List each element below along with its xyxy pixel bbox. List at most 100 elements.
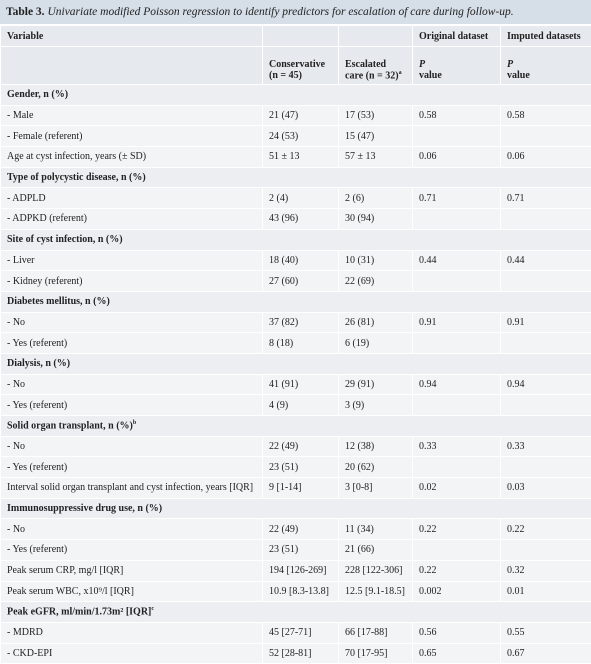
value-cell [413,209,501,230]
value-cell [413,395,501,416]
value-cell: 24 (53) [263,126,339,147]
value-cell: 0.01 [501,581,591,602]
data-row: - Yes (referent)23 (51)21 (66) [1,540,591,561]
value-cell: 0.44 [413,250,501,271]
value-cell [413,126,501,147]
value-cell: 0.32 [501,560,591,581]
variable-cell: - Kidney (referent) [1,271,263,292]
value-cell [501,126,591,147]
value-cell: 4 (9) [263,395,339,416]
data-table: Variable Original dataset Imputed datase… [0,25,591,664]
value-cell: 3 [0-8] [339,478,413,499]
variable-cell: Peak serum WBC, x10⁹/l [IQR] [1,581,263,602]
variable-cell: - No [1,436,263,457]
section-row: Immunosuppressive drug use, n (%) [1,498,591,519]
section-row: Gender, n (%) [1,85,591,106]
value-cell: 0.91 [501,312,591,333]
data-row: - ADPKD (referent)43 (96)30 (94) [1,209,591,230]
value-cell: 0.22 [501,519,591,540]
value-cell: 51 ± 13 [263,147,339,168]
value-cell: 0.33 [501,436,591,457]
value-cell: 22 (69) [339,271,413,292]
header-cell: Escalated care (n = 32)a [339,47,413,85]
value-cell: 6 (19) [339,333,413,354]
section-row: Type of polycystic disease, n (%) [1,167,591,188]
value-cell: 43 (96) [263,209,339,230]
section-label: Peak eGFR, ml/min/1.73m² [IQR] [7,607,151,618]
value-cell [413,333,501,354]
variable-cell: Age at cyst infection, years (± SD) [1,147,263,168]
value-cell: 22 (49) [263,436,339,457]
value-cell: 0.02 [413,478,501,499]
header-cell: Original dataset [413,26,501,47]
value-cell [501,333,591,354]
value-cell: 0.91 [413,312,501,333]
data-row: Peak serum CRP, mg/l [IQR]194 [126-269]2… [1,560,591,581]
variable-cell: - Male [1,105,263,126]
variable-cell: - Yes (referent) [1,540,263,561]
value-cell: 0.71 [413,188,501,209]
section-label: Diabetes mellitus, n (%) [7,296,110,307]
value-cell: 0.06 [413,147,501,168]
variable-cell: - No [1,312,263,333]
footnote-mark: a [399,70,402,76]
value-cell: 0.06 [501,147,591,168]
value-cell: 22 (49) [263,519,339,540]
section-row: Peak eGFR, ml/min/1.73m² [IQR]c [1,602,591,623]
value-cell: 41 (91) [263,374,339,395]
data-row: - Yes (referent)4 (9)3 (9) [1,395,591,416]
value-cell: 30 (94) [339,209,413,230]
value-cell: 15 (47) [339,126,413,147]
value-cell: 0.03 [501,478,591,499]
table-head: Variable Original dataset Imputed datase… [1,26,591,85]
value-cell: 26 (81) [339,312,413,333]
data-row: - Yes (referent)8 (18)6 (19) [1,333,591,354]
header-cell: Imputed datasets [501,26,591,47]
p-symbol: P [419,59,494,70]
value-cell: 228 [122-306] [339,560,413,581]
variable-cell: - Yes (referent) [1,333,263,354]
variable-cell: Interval solid organ transplant and cyst… [1,478,263,499]
value-cell: 0.002 [413,581,501,602]
value-cell: 27 (60) [263,271,339,292]
value-cell: 2 (4) [263,188,339,209]
section-label: Site of cyst infection, n (%) [7,234,123,245]
value-cell: 11 (34) [339,519,413,540]
table-caption: Table 3. Univariate modified Poisson reg… [0,0,591,25]
value-cell [413,271,501,292]
footnote-mark: b [133,420,136,426]
value-cell: 9 [1-14] [263,478,339,499]
value-cell [501,395,591,416]
data-row: - Yes (referent)23 (51)20 (62) [1,457,591,478]
variable-cell: - CKD-EPI [1,643,263,664]
data-row: - Kidney (referent)27 (60)22 (69) [1,271,591,292]
variable-cell: - No [1,374,263,395]
section-label: Immunosuppressive drug use, n (%) [7,503,162,514]
value-cell: 0.44 [501,250,591,271]
data-row: - Female (referent)24 (53)15 (47) [1,126,591,147]
value-cell: 17 (53) [339,105,413,126]
value-cell: 0.22 [413,560,501,581]
value-cell: 52 [28-81] [263,643,339,664]
value-cell: 0.94 [501,374,591,395]
value-cell [501,271,591,292]
value-cell: 23 (51) [263,540,339,561]
section-row: Diabetes mellitus, n (%) [1,291,591,312]
header-cell [263,26,339,47]
section-cell: Solid organ transplant, n (%)b [1,416,591,437]
section-row: Solid organ transplant, n (%)b [1,416,591,437]
value-cell: 21 (47) [263,105,339,126]
data-row: Age at cyst infection, years (± SD)51 ± … [1,147,591,168]
value-cell: 0.94 [413,374,501,395]
value-cell: 0.67 [501,643,591,664]
variable-cell: - MDRD [1,622,263,643]
header-row: Conservative (n = 45) Escalated care (n … [1,47,591,85]
value-cell: 3 (9) [339,395,413,416]
value-cell: 8 (18) [263,333,339,354]
